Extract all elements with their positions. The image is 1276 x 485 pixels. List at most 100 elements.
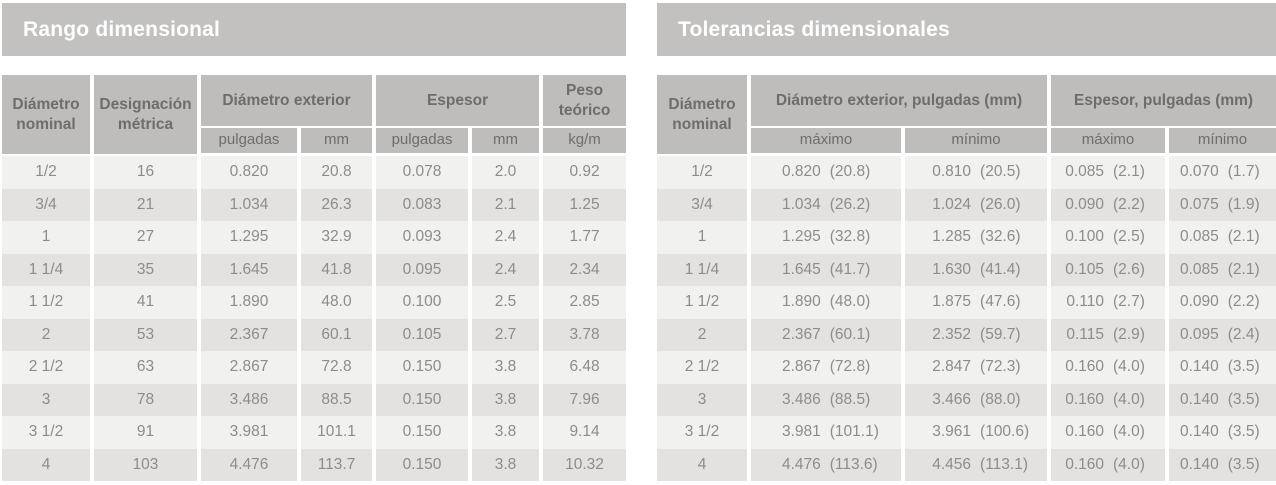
table-cell: 41 <box>94 286 197 319</box>
value-inches: 3.486 <box>781 390 821 408</box>
table-cell: 0.92 <box>543 156 627 189</box>
value-mm: (4.0) <box>1113 423 1145 441</box>
value-inches: 1.890 <box>781 293 821 311</box>
table-row: 3 3.486 (88.5) 3.466 (88.0) 0.160 (4.0) 0.140 (3… <box>657 383 1276 416</box>
table-cell: 103 <box>94 448 197 481</box>
table-header: Diámetro nominal Diámetro exterior, pulg… <box>657 75 1276 156</box>
table-cell: 1/2 <box>2 156 90 189</box>
table-cell: 0.090 (2.2) <box>1169 286 1276 319</box>
table-header: Diámetro nominal Designación métrica Diá… <box>2 75 627 156</box>
table-cell: 4.456 (113.1) <box>905 448 1047 481</box>
value-mm: (4.0) <box>1113 455 1145 473</box>
table-cell: 3.78 <box>543 318 627 351</box>
value-inches: 0.160 <box>1065 390 1105 408</box>
table-cell: 1.77 <box>543 221 627 254</box>
table-cell: 3.8 <box>472 448 540 481</box>
value-mm: (20.8) <box>829 163 871 181</box>
table-cell: 78 <box>94 383 197 416</box>
table-cell: 0.110 (2.7) <box>1051 286 1165 319</box>
table-cell: 4.476 (113.6) <box>751 448 901 481</box>
table-cell: 3.8 <box>472 351 540 384</box>
value-inches: 1.024 <box>932 195 972 213</box>
table-cell: 3/4 <box>657 188 747 221</box>
value-inches: 0.070 <box>1179 163 1219 181</box>
value-inches: 0.105 <box>1065 260 1105 278</box>
table-cell: 3.466 (88.0) <box>905 383 1047 416</box>
value-mm: (20.5) <box>980 163 1021 181</box>
table-cell: 21 <box>94 188 197 221</box>
table-row: 2 1/2 2.867 (72.8) 2.847 (72.3) 0.160 (4.0) 0.1… <box>657 351 1276 384</box>
table-cell: 0.083 <box>376 188 469 221</box>
table-cell: 63 <box>94 351 197 384</box>
table-cell: 0.820 <box>201 156 297 189</box>
table-cell: 1.25 <box>543 188 627 221</box>
value-inches: 0.100 <box>1065 228 1105 246</box>
table-cell: 0.093 <box>376 221 469 254</box>
table-cell: 60.1 <box>301 318 373 351</box>
table-cell: 2.367 (60.1) <box>751 318 901 351</box>
table-cell: 1.034 <box>201 188 297 221</box>
value-inches: 0.160 <box>1065 423 1105 441</box>
table-cell: 0.085 (2.1) <box>1169 221 1276 254</box>
table-row: 2 1/2 63 2.867 72.8 0.150 3.8 6.48 <box>2 351 627 384</box>
rango-dimensional-table: Diámetro nominal Designación métrica Diá… <box>0 75 630 481</box>
table-cell: 0.100 (2.5) <box>1051 221 1165 254</box>
value-inches: 3.466 <box>932 390 972 408</box>
table-cell: 2.4 <box>472 221 540 254</box>
table-cell: 1/2 <box>657 156 747 189</box>
table-cell: 2 1/2 <box>2 351 90 384</box>
table-cell: 4.476 <box>201 448 297 481</box>
table-cell: 3.8 <box>472 383 540 416</box>
value-mm: (1.7) <box>1227 163 1260 181</box>
table-cell: 0.105 (2.6) <box>1051 253 1165 286</box>
table-cell: 1 1/2 <box>657 286 747 319</box>
value-inches: 3.981 <box>781 423 821 441</box>
table-cell: 2 <box>657 318 747 351</box>
table-cell: 1.630 (41.4) <box>905 253 1047 286</box>
value-inches: 0.085 <box>1179 228 1219 246</box>
value-mm: (2.7) <box>1113 293 1145 311</box>
section-title-bar-tolerancias: Tolerancias dimensionales <box>657 3 1276 56</box>
table-cell: 0.115 (2.9) <box>1051 318 1165 351</box>
table-row: 1/2 16 0.820 20.8 0.078 2.0 0.92 <box>2 156 627 189</box>
table-cell: 53 <box>94 318 197 351</box>
table-cell: 1.285 (32.6) <box>905 221 1047 254</box>
value-mm: (101.1) <box>829 423 879 441</box>
table-cell: 0.140 (3.5) <box>1169 416 1276 449</box>
table-cell: 3 <box>2 383 90 416</box>
col-header-diametro-exterior: Diámetro exterior <box>201 75 373 128</box>
value-mm: (2.9) <box>1113 325 1145 343</box>
section-title: Rango dimensional <box>23 17 221 41</box>
table-cell: 0.100 <box>376 286 469 319</box>
table-cell: 20.8 <box>301 156 373 189</box>
table-cell: 0.150 <box>376 416 469 449</box>
value-inches: 1.645 <box>781 260 821 278</box>
subheader-maximo: máximo <box>1051 128 1165 156</box>
table-row: 3 1/2 91 3.981 101.1 0.150 3.8 9.14 <box>2 416 627 449</box>
subheader-minimo: mínimo <box>1169 128 1276 156</box>
table-cell: 0.150 <box>376 383 469 416</box>
table-cell: 0.160 (4.0) <box>1051 351 1165 384</box>
value-inches: 0.085 <box>1179 260 1219 278</box>
table-row: 2 53 2.367 60.1 0.105 2.7 3.78 <box>2 318 627 351</box>
value-inches: 2.367 <box>781 325 821 343</box>
table-cell: 0.095 (2.4) <box>1169 318 1276 351</box>
table-cell: 1 1/4 <box>657 253 747 286</box>
value-inches: 0.075 <box>1179 195 1219 213</box>
table-row: 1 1.295 (32.8) 1.285 (32.6) 0.100 (2.5) 0.085 (2… <box>657 221 1276 254</box>
table-cell: 4 <box>2 448 90 481</box>
table-cell: 2.1 <box>472 188 540 221</box>
table-cell: 2.5 <box>472 286 540 319</box>
table-cell: 1.295 (32.8) <box>751 221 901 254</box>
table-cell: 1.034 (26.2) <box>751 188 901 221</box>
table-cell: 2.867 (72.8) <box>751 351 901 384</box>
table-cell: 88.5 <box>301 383 373 416</box>
table-cell: 2.367 <box>201 318 297 351</box>
value-inches: 0.090 <box>1065 195 1105 213</box>
value-inches: 0.115 <box>1066 325 1105 343</box>
table-cell: 1.645 <box>201 253 297 286</box>
table-cell: 3.486 <box>201 383 297 416</box>
table-row: 1 1/4 35 1.645 41.8 0.095 2.4 2.34 <box>2 253 627 286</box>
value-mm: (4.0) <box>1113 390 1145 408</box>
value-mm: (60.1) <box>829 325 871 343</box>
